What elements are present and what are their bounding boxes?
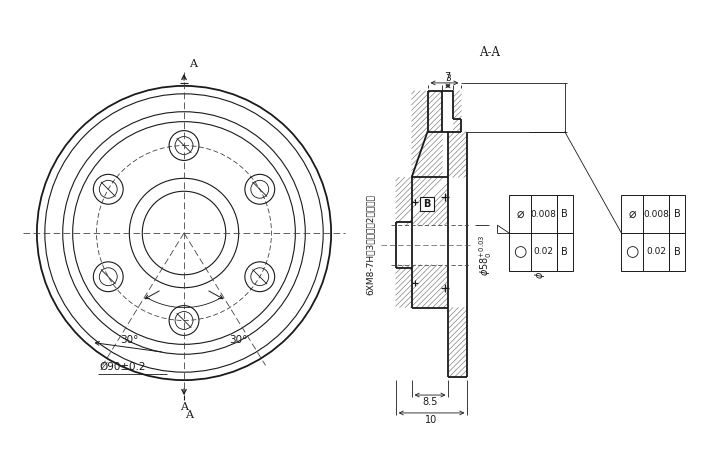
Text: ⌀: ⌀ <box>629 208 636 220</box>
Text: $\phi$58$^{+0.03}_{0}$: $\phi$58$^{+0.03}_{0}$ <box>477 234 494 276</box>
Bar <box>557 233 573 271</box>
Text: A-A: A-A <box>479 46 500 59</box>
Text: 30°: 30° <box>230 336 248 345</box>
Bar <box>621 195 669 271</box>
Text: A: A <box>185 410 193 420</box>
Text: 30°: 30° <box>120 336 139 345</box>
Text: B: B <box>674 209 680 219</box>
Text: 10: 10 <box>426 415 438 425</box>
Text: ○: ○ <box>626 244 638 259</box>
Bar <box>557 195 573 233</box>
Text: B: B <box>561 209 568 219</box>
Text: $\phi$125$^{0}_{-0.04}$: $\phi$125$^{0}_{-0.04}$ <box>532 231 549 279</box>
Text: ⌀: ⌀ <box>516 208 524 220</box>
Text: B: B <box>674 247 680 257</box>
Text: 0.008: 0.008 <box>531 210 556 219</box>
Text: 0.02: 0.02 <box>646 248 666 256</box>
Bar <box>669 233 685 271</box>
Text: 7: 7 <box>444 72 450 82</box>
Bar <box>669 195 685 233</box>
Text: 6XM8-7H（3个一组，2组均布）: 6XM8-7H（3个一组，2组均布） <box>366 195 375 295</box>
Text: B: B <box>423 199 431 209</box>
Text: 0.008: 0.008 <box>643 210 669 219</box>
Text: 0.02: 0.02 <box>534 248 554 256</box>
Text: ○: ○ <box>513 244 527 259</box>
FancyBboxPatch shape <box>420 197 433 211</box>
Text: Ø90±0.2: Ø90±0.2 <box>100 362 146 372</box>
Text: A: A <box>180 402 188 412</box>
Text: B: B <box>561 247 568 257</box>
Text: 8.5: 8.5 <box>422 397 438 407</box>
Bar <box>509 195 557 271</box>
Text: A: A <box>189 59 197 69</box>
Text: 3: 3 <box>445 74 451 83</box>
